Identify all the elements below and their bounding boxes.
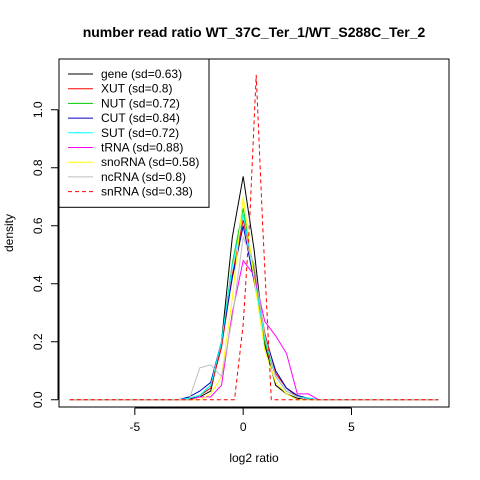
series-line (69, 208, 439, 401)
chart-title: number read ratio WT_37C_Ter_1/WT_S288C_… (83, 24, 426, 40)
series-line (69, 225, 439, 401)
x-tick-label: -5 (129, 420, 140, 434)
legend-label: snoRNA (sd=0.58) (101, 155, 199, 169)
legend-label: XUT (sd=0.8) (101, 82, 172, 96)
x-axis: -5 0 5 (129, 407, 355, 434)
y-tick-label: 1.0 (31, 101, 45, 118)
y-axis-title: density (2, 214, 16, 252)
legend: gene (sd=0.63)XUT (sd=0.8)NUT (sd=0.72)C… (58, 58, 210, 208)
y-tick-label: 0.6 (31, 217, 45, 234)
legend-label: tRNA (sd=0.88) (101, 141, 183, 155)
y-tick-label: 0.2 (31, 333, 45, 350)
series-line (69, 213, 439, 401)
legend-label: ncRNA (sd=0.8) (101, 170, 186, 184)
legend-label: snRNA (sd=0.38) (101, 185, 193, 199)
x-tick-label: 0 (240, 420, 247, 434)
y-tick-label: 0.4 (31, 275, 45, 292)
y-tick-label: 0.8 (31, 159, 45, 176)
y-tick-label: 0.0 (31, 391, 45, 408)
series-line (69, 176, 439, 401)
series-lines (69, 74, 439, 401)
legend-label: gene (sd=0.63) (101, 67, 182, 81)
legend-label: SUT (sd=0.72) (101, 126, 179, 140)
x-axis-title: log2 ratio (229, 451, 279, 465)
legend-label: NUT (sd=0.72) (101, 96, 180, 110)
series-line (69, 74, 439, 401)
series-line (69, 196, 439, 401)
y-axis: 0.0 0.2 0.4 0.6 0.8 1.0 (31, 101, 59, 408)
plot-area-frame (58, 58, 450, 408)
x-tick-label: 5 (348, 420, 355, 434)
series-line (69, 235, 439, 401)
legend-label: CUT (sd=0.84) (101, 111, 180, 125)
